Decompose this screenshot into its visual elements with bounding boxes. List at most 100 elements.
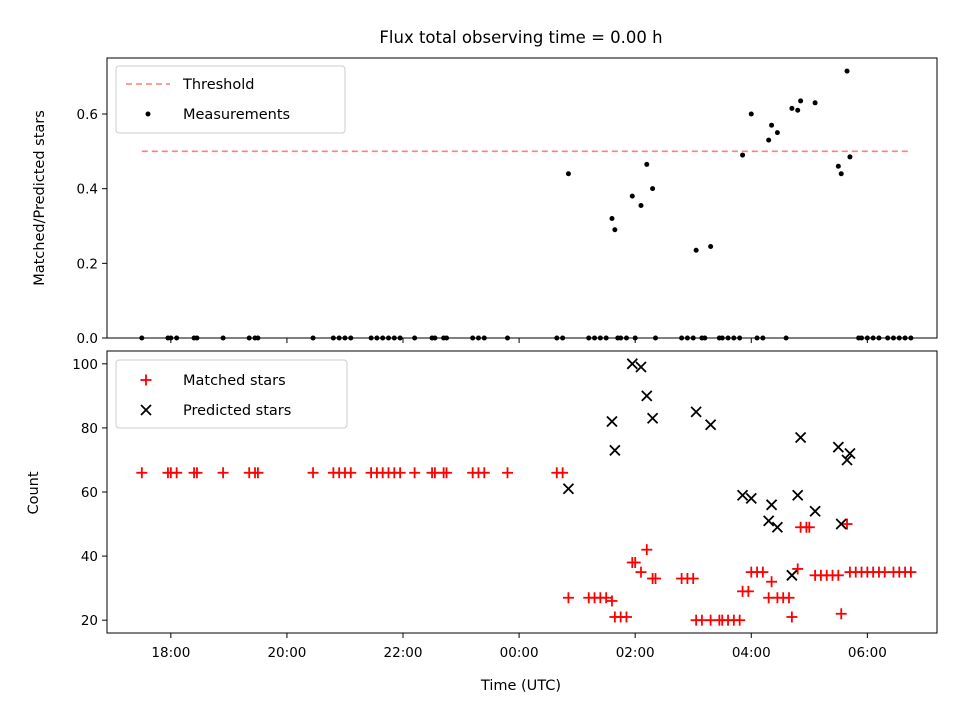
measurement-point-72 [835, 163, 841, 169]
matched-point-49 [687, 573, 699, 585]
predicted-point-8-b [704, 419, 717, 431]
matched-point-64 [766, 576, 778, 588]
measurement-point-75 [847, 154, 853, 160]
matched-point-78 [835, 608, 847, 620]
legend-measurements-label: Measurements [183, 107, 290, 123]
bottom-xtick-label-6: 06:00 [848, 645, 887, 661]
predicted-point-5-b [641, 390, 653, 402]
matched-point-77 [832, 569, 844, 581]
predicted-point-13-b [771, 521, 784, 533]
predicted-point-15 [792, 489, 804, 501]
matched-point-0 [136, 467, 148, 479]
top-plot-marks [139, 68, 914, 341]
bottom-plot-marks [136, 358, 917, 626]
predicted-point-11-b [763, 515, 775, 527]
predicted-point-4-b [635, 361, 647, 373]
measurement-point-74 [844, 68, 850, 74]
top-legend-frame [115, 65, 346, 134]
bottom-y-ticks: 20 40 60 80 100 [72, 357, 107, 629]
legend-predicted-marker [140, 404, 152, 416]
predicted-point-20 [841, 454, 853, 466]
matched-point-28 [478, 467, 490, 479]
bottom-legend-frame [115, 359, 348, 429]
matched-point-62 [757, 566, 769, 578]
measurement-point-38 [612, 227, 618, 233]
predicted-point-14 [786, 569, 798, 581]
measurement-point-73 [838, 171, 844, 177]
bottom-ytick-label-0: 20 [81, 613, 98, 629]
matched-point-43 [635, 566, 647, 578]
matched-point-44 [641, 544, 653, 556]
predicted-point-7-b [690, 406, 702, 418]
measurement-point-64 [766, 137, 772, 143]
legend-threshold-label: Threshold [182, 77, 254, 93]
matched-point-14 [345, 467, 357, 479]
measurement-point-51 [693, 247, 699, 253]
predicted-point-2 [609, 444, 621, 456]
bottom-x-ticks: 18:00 20:00 22:00 00:00 02:00 04:00 06:00 [151, 633, 887, 661]
predicted-point-12-b [765, 499, 778, 511]
measurement-point-37 [609, 216, 615, 222]
bottom-xtick-label-3: 00:00 [500, 645, 539, 661]
predicted-point-8 [704, 419, 717, 431]
matched-point-79 [841, 518, 853, 530]
predicted-point-7 [690, 406, 702, 418]
bottom-xtick-label-5: 04:00 [732, 645, 771, 661]
predicted-point-21 [844, 447, 856, 460]
matched-point-59 [742, 585, 754, 597]
predicted-point-0-b [562, 483, 575, 495]
bottom-panel: 20 40 60 80 100 18:00 20:00 22:00 00:00 02:00 04:… [26, 350, 938, 694]
predicted-point-21-b [844, 447, 856, 460]
bottom-xtick-label-0: 18:00 [151, 645, 190, 661]
top-axes-frame [106, 57, 938, 339]
measurement-point-68 [789, 105, 795, 111]
bottom-ytick-label-2: 60 [81, 485, 98, 501]
measurement-point-32 [565, 171, 571, 177]
predicted-point-9 [736, 489, 749, 501]
measurement-point-44 [638, 202, 644, 208]
predicted-point-17-b [809, 505, 821, 517]
matched-point-29 [501, 467, 513, 479]
matched-point-6 [217, 467, 229, 479]
predicted-point-12 [765, 499, 778, 511]
legend-predicted-swatch [140, 404, 152, 416]
matched-point-37 [606, 595, 618, 607]
matched-point-3 [171, 467, 183, 479]
legend-predicted-label: Predicted stars [183, 403, 291, 419]
top-ytick-label-1: 0.2 [77, 256, 98, 272]
bottom-xtick-label-2: 22:00 [384, 645, 423, 661]
predicted-point-10-b [745, 492, 757, 505]
predicted-point-11 [763, 515, 775, 527]
measurement-point-66 [774, 130, 780, 136]
predicted-point-16-b [794, 431, 807, 444]
matched-point-21 [409, 467, 421, 479]
measurement-point-46 [650, 186, 656, 192]
legend-matched-swatch [140, 374, 152, 386]
matched-point-20 [394, 467, 406, 479]
legend-predicted-marker-b [140, 404, 152, 416]
predicted-point-5 [641, 390, 653, 402]
predicted-point-17 [809, 505, 821, 517]
matched-point-32 [562, 592, 574, 604]
top-panel: 0.0 0.2 0.4 0.6 Matched/Predicted stars Thr… [32, 57, 938, 347]
top-y-ticks: 0.0 0.2 0.4 0.6 [77, 107, 107, 347]
predicted-point-13 [771, 521, 784, 533]
bottom-xtick-label-1: 20:00 [267, 645, 306, 661]
legend-measurements-swatch [145, 111, 151, 117]
bottom-y-axis-label: Count [26, 471, 42, 514]
matched-point-67 [783, 592, 795, 604]
predicted-point-1-b [606, 415, 618, 428]
matched-point-9 [252, 467, 264, 479]
matched-point-10 [307, 467, 319, 479]
matched-point-42 [629, 557, 641, 568]
measurement-point-71 [812, 100, 818, 106]
predicted-point-6 [646, 412, 659, 424]
top-ytick-label-2: 0.4 [77, 182, 98, 198]
top-y-axis-label: Matched/Predicted stars [32, 110, 48, 286]
matched-point-46 [649, 573, 661, 585]
bottom-xtick-label-4: 02:00 [616, 645, 655, 661]
predicted-point-19 [835, 518, 847, 530]
matched-point-31 [557, 467, 569, 479]
measurement-point-65 [769, 122, 775, 128]
